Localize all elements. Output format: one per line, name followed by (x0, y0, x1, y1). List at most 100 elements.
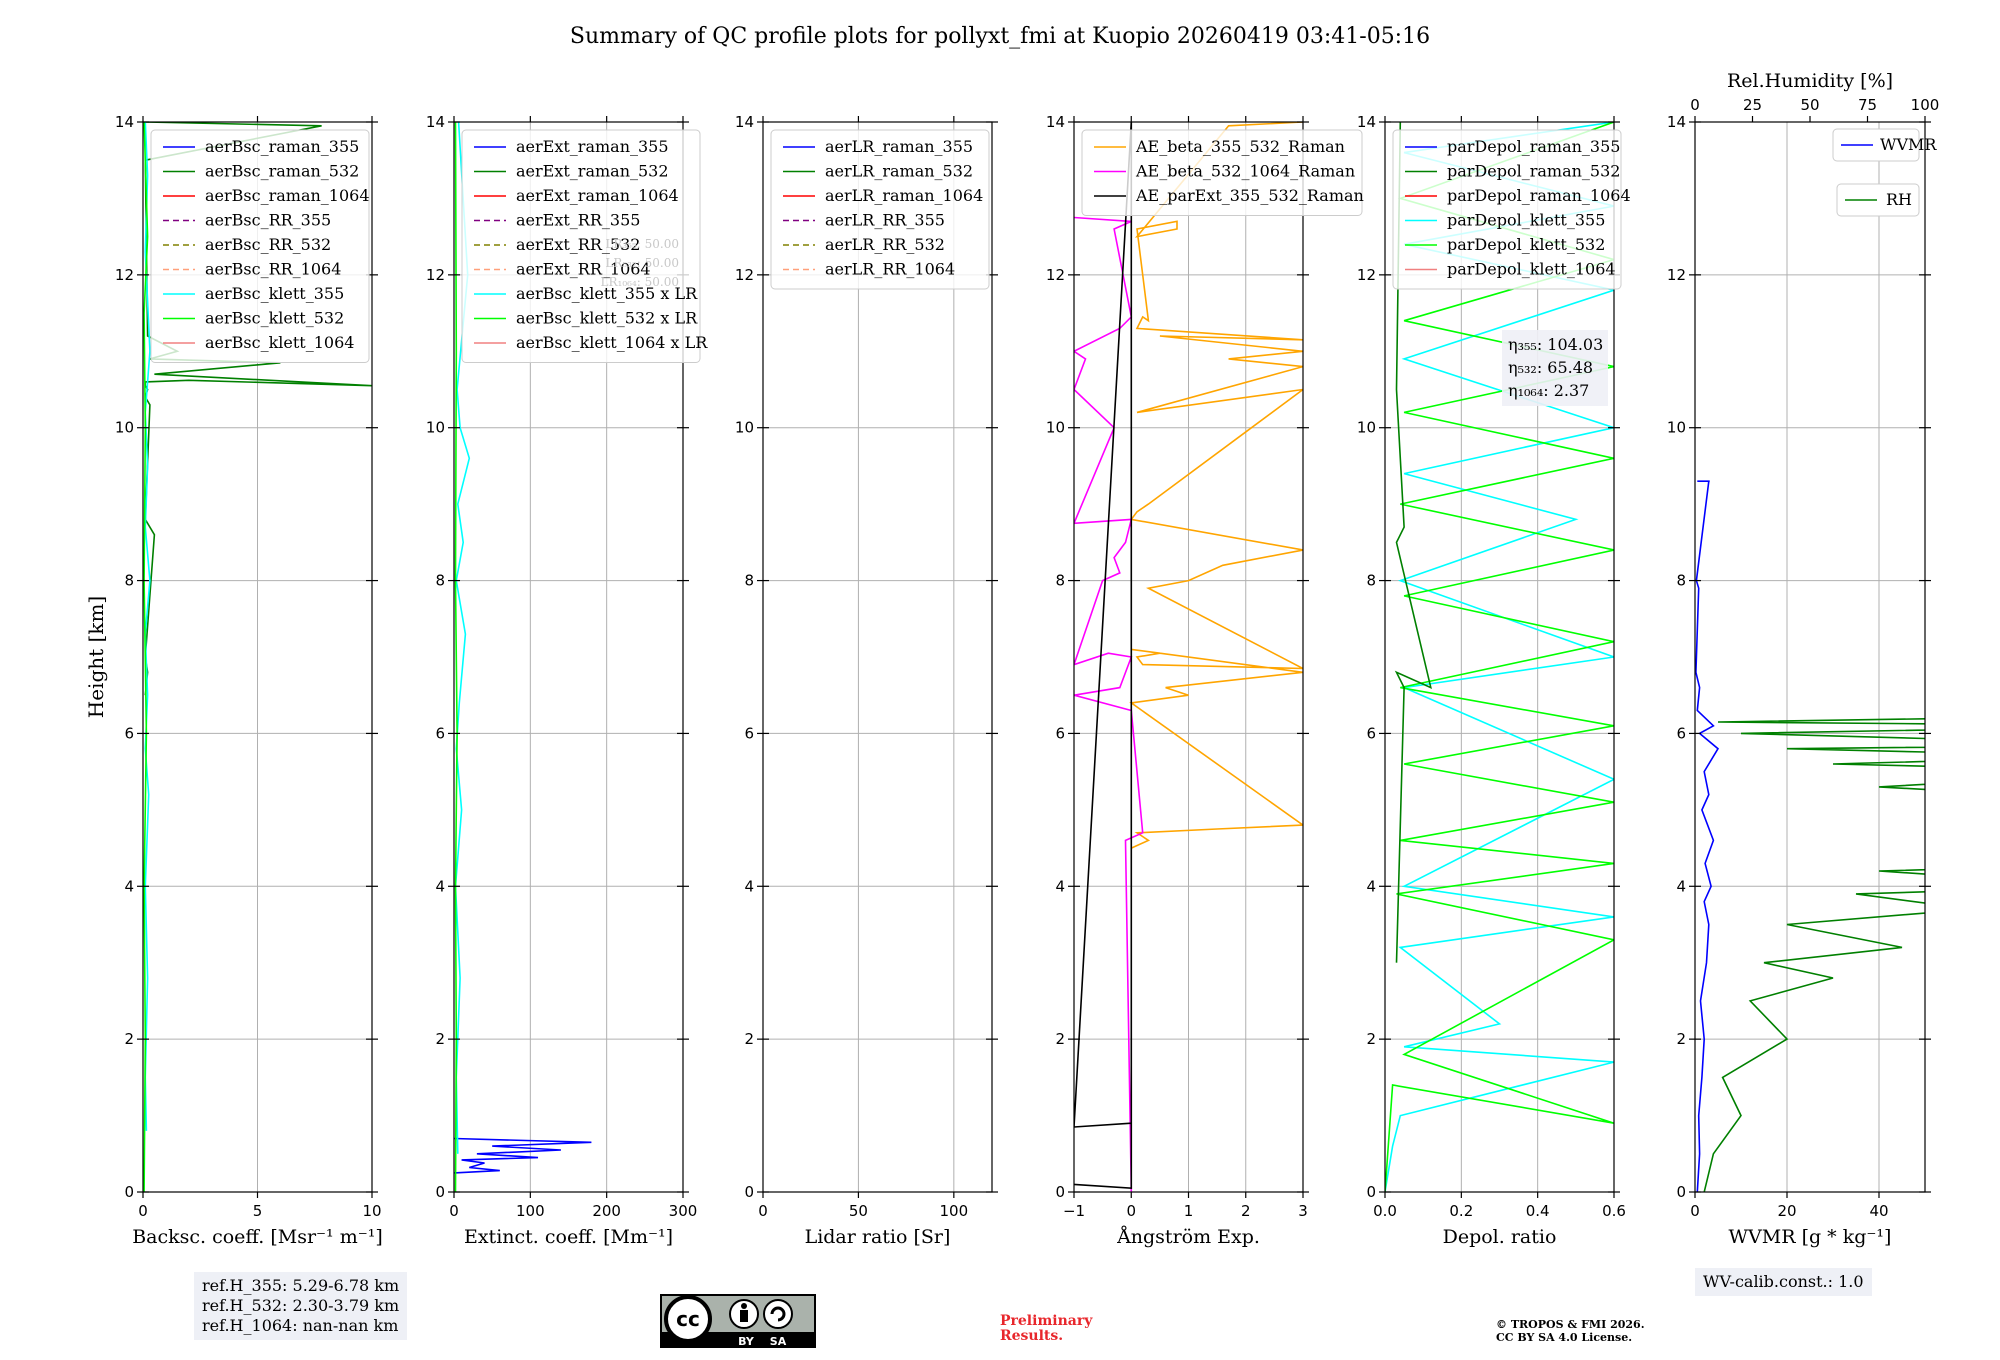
legend-label: aerExt_raman_532 (516, 162, 669, 181)
y-tick-label: 4 (1366, 877, 1376, 895)
y-tick-label: 6 (1055, 724, 1065, 742)
legend-label: AE_parExt_355_532_Raman (1135, 186, 1364, 205)
y-tick-label: 10 (1667, 419, 1686, 437)
x-tick-label: 200 (592, 1202, 621, 1220)
x-tick-label: 0.6 (1602, 1202, 1626, 1220)
x-tick-label: 0 (449, 1202, 459, 1220)
legend-rh: RH (1836, 183, 1920, 217)
x-axis-label: Depol. ratio (1443, 1226, 1557, 1248)
top-x-tick-label: 50 (1800, 96, 1819, 114)
x-tick-label: 1 (1184, 1202, 1194, 1220)
legend-label: parDepol_klett_1064 (1447, 260, 1616, 279)
series-line-aerBsc_klett_532 x LR (454, 122, 458, 1192)
legend-label: aerBsc_RR_1064 (205, 260, 341, 279)
x-axis-label: Lidar ratio [Sr] (805, 1226, 951, 1248)
y-tick-label: 0 (1676, 1183, 1686, 1201)
x-tick-label: 20 (1777, 1202, 1796, 1220)
y-tick-label: 14 (735, 113, 754, 131)
y-tick-label: 2 (744, 1030, 754, 1048)
y-tick-label: 6 (435, 724, 445, 742)
y-tick-label: 0 (1055, 1183, 1065, 1201)
legend: aerLR_raman_355 aerLR_raman_532 aerLR_rama… (770, 129, 990, 290)
plot-frame (453, 121, 684, 1193)
y-tick-label: 12 (426, 266, 445, 284)
series-line-AE_beta_355_532_Raman (1129, 122, 1303, 849)
x-axis-label: Backsc. coeff. [Msr⁻¹ m⁻¹] (132, 1226, 383, 1248)
y-tick-label: 2 (1055, 1030, 1065, 1048)
badge-by-label: BY (738, 1335, 755, 1348)
legend-label: aerLR_raman_355 (825, 137, 973, 156)
figure-title: Summary of QC profile plots for pollyxt_… (570, 24, 1430, 49)
legend-label: aerBsc_raman_1064 (205, 186, 370, 205)
panel-bsc: 0 2 4 6 8 10 12 14 0 5 10 Backsc. coeff. [Msr⁻¹ m⁻¹… (115, 113, 383, 1248)
legend-label: aerBsc_klett_1064 (205, 333, 354, 352)
y-tick-label: 8 (124, 572, 134, 590)
legend-label: aerLR_raman_532 (825, 162, 973, 181)
plot-frame (1384, 121, 1615, 1193)
x-tick-label: 0.0 (1373, 1202, 1397, 1220)
series-line-aerBsc_klett_355 x LR (454, 122, 471, 1154)
plot-frame (762, 121, 993, 1193)
y-tick-label: 4 (1055, 877, 1065, 895)
y-tick-label: 14 (1357, 113, 1376, 131)
x-tick-label: 2 (1241, 1202, 1251, 1220)
y-tick-label: 6 (1676, 724, 1686, 742)
legend-label: aerLR_RR_532 (825, 235, 945, 254)
legend-label: parDepol_raman_1064 (1447, 186, 1631, 205)
y-tick-label: 4 (1676, 877, 1686, 895)
copyright-line-1: © TROPOS & FMI 2026. (1496, 1318, 1645, 1331)
cc-by-sa-license-badge: cc BY SA (660, 1294, 816, 1348)
legend-label: aerBsc_raman_355 (205, 137, 359, 156)
y-tick-label: 8 (1676, 572, 1686, 590)
panel-ext: 0 2 4 6 8 10 12 14 0 100 200 300 Extinct. coeff. [Mm… (426, 113, 708, 1248)
series-line-RH (1703, 718, 1925, 1192)
eta-box (1502, 330, 1608, 406)
legend-label: parDepol_raman_532 (1447, 162, 1620, 181)
legend-label: RH (1886, 190, 1912, 209)
legend-box (150, 129, 370, 363)
y-tick-label: 0 (744, 1183, 754, 1201)
legend-label: aerLR_RR_1064 (825, 260, 955, 279)
legend-label: AE_beta_532_1064_Raman (1135, 162, 1355, 181)
y-tick-label: 12 (735, 266, 754, 284)
x-tick-label: 0.2 (1449, 1202, 1473, 1220)
y-tick-label: 10 (426, 419, 445, 437)
cc-logo-icon (664, 1295, 712, 1343)
legend-label: aerExt_RR_532 (516, 235, 640, 254)
copyright-note: © TROPOS & FMI 2026. CC BY SA 4.0 Licens… (1496, 1318, 1645, 1344)
y-tick-label: 8 (1366, 572, 1376, 590)
series-line-aerExt_raman_355 (454, 1137, 592, 1174)
y-tick-label: 10 (735, 419, 754, 437)
legend-label: aerBsc_klett_355 (205, 284, 344, 303)
eta-value: η₁₀₆₄: 2.37 (1508, 381, 1589, 400)
top-x-tick-label: 25 (1743, 96, 1762, 114)
y-tick-label: 0 (435, 1183, 445, 1201)
y-tick-label: 14 (426, 113, 445, 131)
x-tick-label: 100 (940, 1202, 969, 1220)
legend-label: aerBsc_klett_1064 x LR (516, 333, 708, 352)
legend-box (1081, 129, 1363, 216)
legend-label: aerExt_raman_355 (516, 137, 669, 156)
lr-note: LR₃₅₅: 50.00 (605, 237, 679, 251)
legend-box (1832, 128, 1920, 162)
x-tick-label: 50 (849, 1202, 868, 1220)
x-axis-label: WVMR [g * kg⁻¹] (1729, 1226, 1892, 1248)
y-tick-label: 6 (744, 724, 754, 742)
legend-label: aerBsc_klett_532 x LR (516, 309, 698, 328)
legend-label: aerExt_RR_1064 (516, 260, 651, 279)
x-tick-label: 40 (1869, 1202, 1888, 1220)
lr-note: LR₁₀₆₄: 50.00 (601, 275, 679, 289)
y-tick-label: 10 (115, 419, 134, 437)
preliminary-line-1: Preliminary (1000, 1313, 1093, 1329)
legend-label: parDepol_raman_355 (1447, 137, 1620, 156)
y-tick-label: 2 (1366, 1030, 1376, 1048)
eta-value: η₅₃₂: 65.48 (1508, 358, 1593, 377)
share-alike-icon (763, 1299, 793, 1329)
x-axis-label: Extinct. coeff. [Mm⁻¹] (464, 1226, 673, 1248)
legend-wvmr: WVMR (1832, 128, 1937, 162)
y-tick-label: 0 (1366, 1183, 1376, 1201)
y-tick-label: 8 (435, 572, 445, 590)
x-tick-label: −1 (1063, 1202, 1085, 1220)
